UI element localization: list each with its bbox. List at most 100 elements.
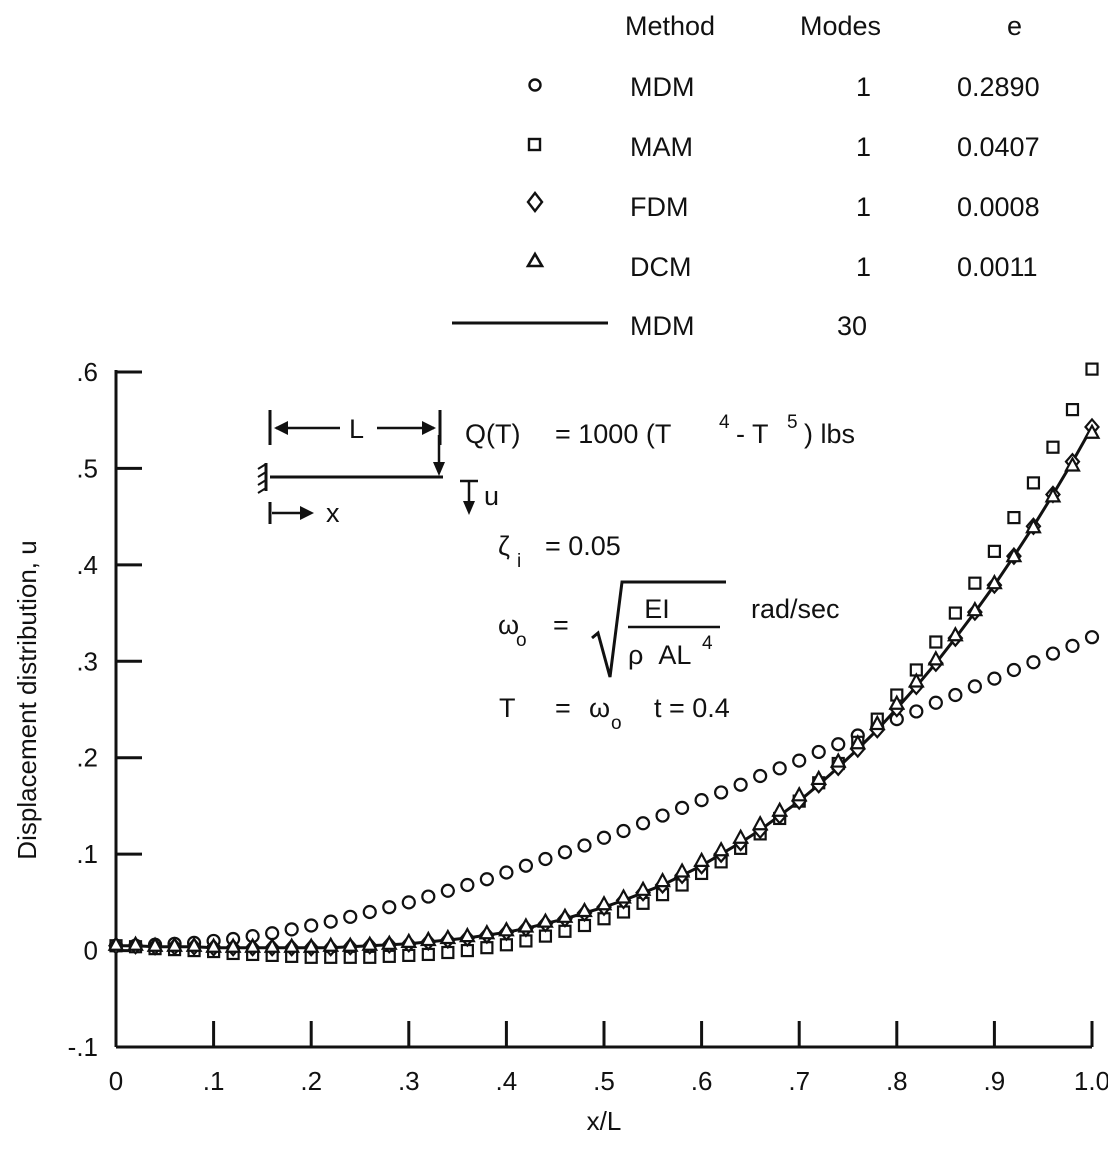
legend-e: 0.2890 [957, 72, 1040, 102]
point-triangle [556, 907, 574, 923]
legend-modes: 30 [837, 311, 867, 341]
legend-header-e: e [1007, 11, 1022, 41]
legend-method: FDM [630, 192, 688, 222]
length-arrowhead-right [422, 421, 436, 435]
t-eq: = [555, 693, 571, 723]
t-symbol: T [499, 693, 516, 723]
point-triangle [1044, 487, 1062, 503]
x-tick-label: .5 [593, 1066, 615, 1096]
point-triangle [224, 937, 242, 953]
point-triangle [693, 851, 710, 867]
point-triangle [673, 862, 691, 878]
point-triangle [107, 935, 125, 951]
omega-num: EI [644, 594, 670, 624]
point-triangle [205, 937, 222, 953]
point-triangle [146, 936, 164, 952]
point-circle [382, 900, 397, 915]
point-circle [421, 889, 436, 904]
point-circle [948, 687, 963, 703]
legend-method: MDM [630, 72, 694, 102]
y-tick-label: 0 [84, 936, 98, 966]
x-tick-label: .7 [788, 1066, 810, 1096]
u-arrowhead [463, 501, 475, 515]
load-rhs: = 1000 (T [555, 419, 671, 449]
point-circle [460, 877, 475, 893]
omega-den-exp: 4 [702, 633, 713, 654]
point-triangle [127, 935, 144, 951]
point-triangle [868, 714, 886, 731]
line-series-layer [116, 426, 1094, 950]
x-tick-label: .8 [886, 1066, 908, 1096]
point-circle [499, 865, 514, 880]
point-circle [577, 838, 592, 853]
point-triangle [341, 936, 359, 952]
point-triangle [185, 936, 203, 952]
y-tick-label: .4 [76, 550, 98, 580]
point-triangle [380, 934, 398, 950]
point-circle [635, 816, 651, 831]
x-tick-label: .1 [203, 1066, 225, 1096]
point-triangle [263, 937, 281, 953]
legend-marker-diamond [526, 191, 544, 213]
wall-hatch [257, 463, 267, 494]
point-square [1007, 511, 1021, 525]
load-mid: - T [736, 419, 769, 449]
legend-method: MAM [630, 132, 693, 162]
point-triangle [907, 672, 925, 688]
point-circle [987, 671, 1002, 686]
axes: -.10.1.2.3.4.5.6 0.1.2.3.4.5.6.7.8.9 1.0 … [12, 357, 1108, 1136]
point-circle [479, 872, 494, 887]
point-triangle [634, 880, 652, 896]
legend: Method Modes e MDM 1 0.2890 MAM 1 0.0407… [452, 11, 1040, 341]
point-triangle [439, 928, 457, 945]
annotations: L x u Q(T) = 1000 (T 4 - T 5 ) lbs ζ i =… [257, 410, 855, 734]
omega-eq: = [553, 610, 569, 640]
y-tick-label: .6 [76, 357, 98, 387]
point-triangle [829, 752, 847, 768]
omega-sub: o [516, 630, 527, 651]
y-tick-label: .1 [76, 839, 98, 869]
point-circle [655, 808, 670, 823]
beam-length-label: L [349, 414, 364, 444]
x-tick-label: .9 [984, 1066, 1006, 1096]
zeta-sub: i [517, 551, 521, 572]
t-omega: ω [589, 693, 610, 723]
point-circle [674, 800, 690, 815]
legend-modes: 1 [856, 252, 871, 282]
point-triangle [478, 923, 496, 940]
point-triangle [459, 926, 476, 943]
t-rest: t = 0.4 [654, 693, 730, 723]
point-triangle [419, 930, 437, 947]
legend-e: 0.0008 [957, 192, 1040, 222]
point-triangle [986, 573, 1003, 590]
omega-symbol: ω [498, 610, 519, 640]
omega-den: ρ AL [628, 640, 691, 670]
point-circle [343, 909, 358, 924]
point-square [1046, 440, 1060, 454]
omega-units: rad/sec [751, 594, 840, 624]
legend-e: 0.0011 [957, 252, 1038, 282]
length-arrowhead-left [274, 421, 288, 435]
point-triangle [654, 871, 671, 888]
legend-method: DCM [630, 252, 692, 282]
point-square [948, 606, 962, 620]
x-dir-arrowhead [300, 506, 314, 520]
point-circle [401, 895, 416, 910]
point-triangle [1025, 517, 1042, 534]
point-circle [694, 793, 709, 808]
x-tick-label: 1.0 [1074, 1066, 1108, 1096]
point-triangle [1064, 456, 1081, 472]
y-tick-label: -.1 [68, 1032, 98, 1062]
point-triangle [790, 786, 808, 802]
y-axis-label: Displacement distribution, u [12, 540, 42, 859]
point-circle [753, 768, 768, 784]
point-circle [538, 851, 553, 867]
point-circle [831, 737, 846, 752]
point-circle [1045, 646, 1061, 661]
beam-x-label: x [326, 498, 340, 528]
point-triangle [966, 600, 984, 617]
point-triangle [615, 888, 632, 904]
x-axis-label: x/L [587, 1106, 622, 1136]
point-triangle [322, 936, 340, 952]
